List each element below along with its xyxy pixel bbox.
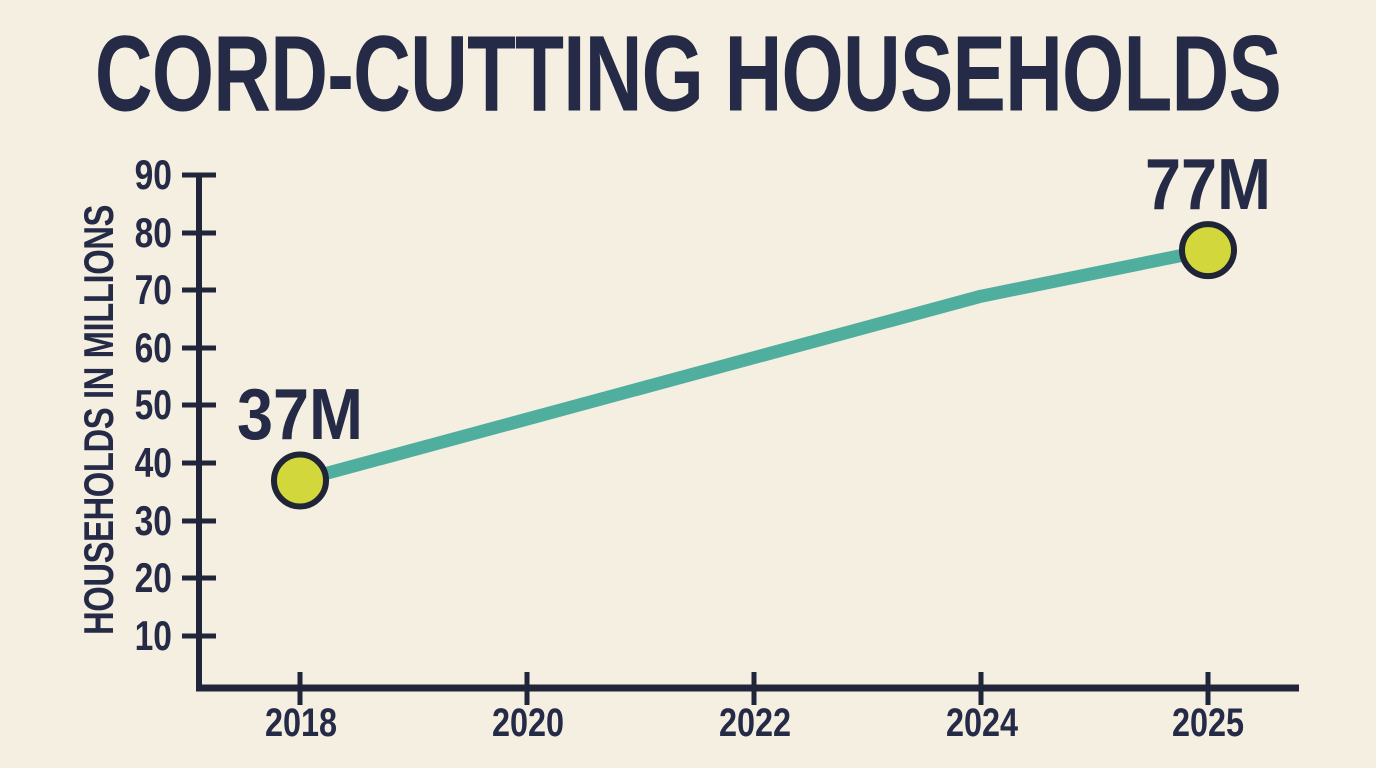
trend-line — [298, 243, 1210, 487]
y-tick-label-40: 40 — [134, 439, 172, 486]
x-tick-label-2018: 2018 — [264, 701, 338, 745]
x-tick-label-2022: 2022 — [718, 701, 792, 745]
y-tick-label-10: 10 — [134, 612, 172, 659]
y-tick-marks — [182, 172, 216, 639]
y-tick-label-30: 30 — [134, 497, 172, 544]
chart-title: CORD-CUTTING HOUSEHOLDS — [94, 12, 1282, 134]
y-tick-label-20: 20 — [134, 554, 172, 601]
y-tick-label-80: 80 — [134, 209, 172, 256]
x-tick-label-2024: 2024 — [945, 701, 1019, 745]
x-tick-label-2020: 2020 — [491, 701, 565, 745]
y-tick-label-70: 70 — [134, 266, 172, 313]
data-point-2018 — [271, 451, 329, 510]
data-point-2025 — [1179, 221, 1237, 280]
x-tick-label-2025: 2025 — [1171, 701, 1245, 745]
x-tick-marks — [297, 672, 1211, 705]
y-tick-label-50: 50 — [134, 381, 172, 428]
y-tick-label-90: 90 — [134, 151, 172, 198]
data-label-2025: 77M — [1144, 145, 1272, 226]
y-tick-label-60: 60 — [134, 324, 172, 371]
data-label-2018: 37M — [236, 375, 364, 456]
